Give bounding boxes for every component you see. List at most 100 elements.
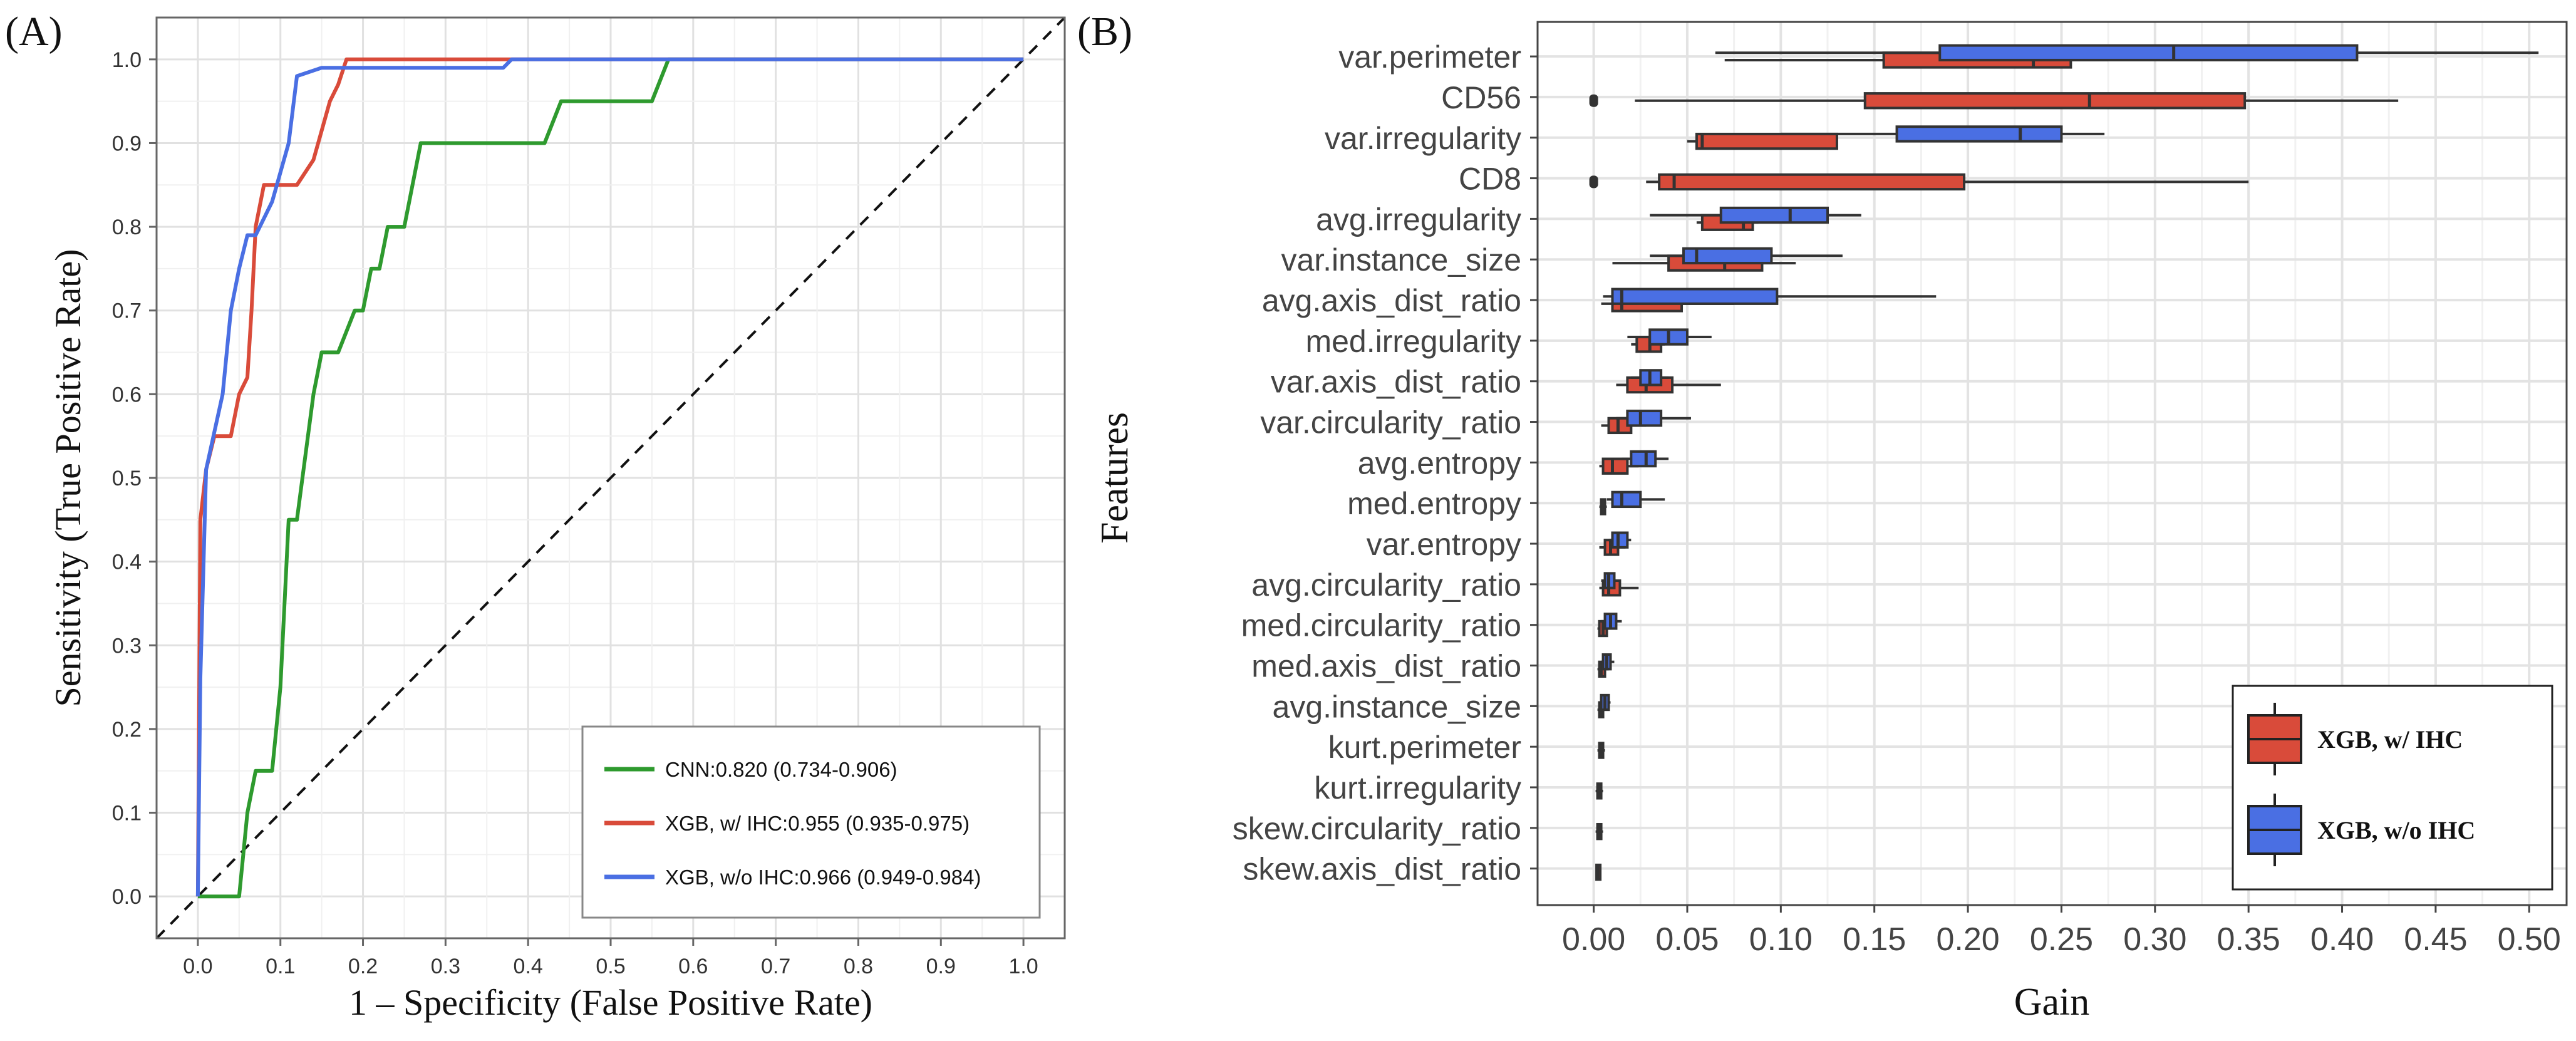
gain-box-without-ihc <box>1622 450 1669 468</box>
gain-box-iqr <box>1695 132 1838 150</box>
gain-x-tick-label: 0.50 <box>2498 921 2561 958</box>
gain-box-with-ihc <box>1595 782 1603 800</box>
gain-panel: (B) 0.00 0.05 0.10 0.15 0.20 0.25 0.30 0.35 0.40… <box>1077 9 2568 1023</box>
roc-x-tick-label: 0.3 <box>431 955 460 978</box>
gain-box-without-ihc <box>1601 613 1622 630</box>
gain-feature-label: med.irregularity <box>1305 324 1521 359</box>
roc-curve-2 <box>195 57 1024 897</box>
gain-box-without-ihc <box>1616 410 1691 427</box>
gain-box-iqr <box>1601 457 1629 475</box>
panel-label-a: (A) <box>5 9 63 54</box>
gain-box-without-ihc <box>1631 369 1669 386</box>
gain-feature-label: CD56 <box>1441 80 1521 115</box>
gain-feature-label: var.perimeter <box>1338 39 1521 75</box>
gain-box-with-ihc <box>1589 92 2399 110</box>
roc-y-tick-label: 0.7 <box>112 299 142 323</box>
gain-box-iqr <box>1863 92 2247 110</box>
gain-box-iqr <box>1611 287 1779 305</box>
gain-box-iqr <box>1611 531 1629 549</box>
gain-box-with-ihc <box>1599 498 1607 515</box>
roc-legend-label-0: CNN:0.820 (0.734-0.906) <box>665 758 897 781</box>
gain-box-iqr <box>1719 206 1829 224</box>
roc-x-tick-label: 0.6 <box>678 955 708 978</box>
gain-box-iqr <box>1626 410 1663 427</box>
gain-x-tick-label: 0.00 <box>1562 921 1625 958</box>
roc-y-axis-label: Sensitivity (True Positive Rate) <box>48 249 88 707</box>
gain-box-without-ihc <box>1599 693 1611 712</box>
gain-x-tick-label: 0.30 <box>2123 921 2186 958</box>
gain-x-tick-label: 0.15 <box>1843 921 1906 958</box>
panel-label-b: (B) <box>1077 9 1132 54</box>
gain-feature-label: kurt.irregularity <box>1314 770 1521 805</box>
gain-box-iqr <box>1682 247 1773 265</box>
roc-x-tick-label: 0.2 <box>348 955 378 978</box>
gain-x-tick-label: 0.05 <box>1655 921 1719 958</box>
gain-box-iqr <box>1630 450 1657 468</box>
gain-feature-label: avg.instance_size <box>1273 689 1521 724</box>
roc-y-tick-label: 0.5 <box>112 467 142 490</box>
gain-feature-label: avg.axis_dist_ratio <box>1262 283 1521 318</box>
gain-x-tick-label: 0.10 <box>1749 921 1813 958</box>
gain-box-iqr <box>1658 173 1966 191</box>
gain-x-tick-label: 0.35 <box>2217 921 2280 958</box>
gain-feature-label: var.irregularity <box>1325 121 1521 156</box>
gain-box-without-ihc <box>1715 44 2539 61</box>
roc-x-tick-label: 0.7 <box>761 955 790 978</box>
gain-feature-label: skew.circularity_ratio <box>1233 811 1521 846</box>
gain-feature-label: skew.axis_dist_ratio <box>1243 852 1521 887</box>
roc-y-tick-label: 0.9 <box>112 132 142 155</box>
gain-x-axis-label: Gain <box>2014 981 2090 1023</box>
gain-feature-label: med.entropy <box>1347 486 1521 521</box>
gain-box-without-ihc <box>1608 531 1632 549</box>
gain-box-without-ihc <box>1601 572 1616 589</box>
roc-panel: (A) 0.0 0.1 0.2 0.3 0.4 0.5 0.6 0.7 0.8 0.9 1.0 0.… <box>5 9 1066 1023</box>
gain-feature-label: med.axis_dist_ratio <box>1251 649 1521 684</box>
gain-box-without-ihc <box>1650 247 1843 265</box>
gain-legend-label-0: XGB, w/ IHC <box>2317 725 2463 754</box>
roc-x-tick-label: 0.1 <box>266 955 295 978</box>
gain-box-with-ihc <box>1589 173 2249 191</box>
roc-y-tick-label: 1.0 <box>112 48 142 72</box>
gain-legend-label-1: XGB, w/o IHC <box>2317 816 2475 844</box>
roc-y-tick-label: 0.0 <box>112 885 142 909</box>
roc-y-tick-label: 0.4 <box>112 551 142 574</box>
gain-y-axis-label: Features <box>1094 412 1136 544</box>
roc-x-tick-label: 1.0 <box>1008 955 1038 978</box>
gain-box-iqr <box>1938 44 2359 61</box>
roc-legend-label-2: XGB, w/o IHC:0.966 (0.949-0.984) <box>665 866 981 889</box>
gain-x-tick-label: 0.20 <box>1936 921 1999 958</box>
roc-x-tick-label: 0.9 <box>926 955 956 978</box>
gain-feature-label: kurt.perimeter <box>1328 730 1521 765</box>
gain-box-without-ihc <box>1601 653 1615 671</box>
gain-plot-border <box>1536 21 2568 906</box>
roc-y-tick-label: 0.8 <box>112 215 142 239</box>
roc-x-tick-label: 0.0 <box>183 955 212 978</box>
gain-feature-labels: var.perimeter CD56 var.irregularity CD8 avg.… <box>1233 39 1538 887</box>
gain-box-without-ihc <box>1603 287 1937 305</box>
roc-curves <box>195 57 1024 899</box>
gain-box-without-ihc <box>1627 328 1712 346</box>
roc-legend-box <box>581 725 1041 919</box>
gain-outlier-point <box>1589 94 1598 107</box>
roc-y-tick-label: 0.2 <box>112 718 142 742</box>
gain-box-with-ihc <box>1595 822 1603 841</box>
gain-box-with-ihc <box>1597 742 1605 759</box>
gain-box-without-ihc <box>1606 490 1665 509</box>
roc-legend: CNN:0.820 (0.734-0.906) XGB, w/ IHC:0.955… <box>581 725 1041 919</box>
gain-box-with-ihc <box>1687 132 1838 150</box>
gain-box-without-ihc <box>1781 125 2105 143</box>
roc-x-ticks: 0.0 0.1 0.2 0.3 0.4 0.5 0.6 0.7 0.8 0.9 1.0 <box>183 938 1038 978</box>
gain-feature-label: avg.entropy <box>1358 445 1521 480</box>
gain-legend: XGB, w/ IHC XGB, w/o IHC <box>2232 685 2553 891</box>
gain-feature-label: var.instance_size <box>1281 242 1521 277</box>
gain-x-tick-label: 0.40 <box>2310 921 2374 958</box>
gain-box-without-ihc <box>1650 206 1861 224</box>
gain-feature-label: avg.irregularity <box>1316 202 1521 237</box>
roc-y-tick-label: 0.1 <box>112 802 142 826</box>
roc-y-ticks: 0.0 0.1 0.2 0.3 0.4 0.5 0.6 0.7 0.8 0.9 1.0 <box>112 48 157 909</box>
roc-legend-label-1: XGB, w/ IHC:0.955 (0.935-0.975) <box>665 812 970 835</box>
gain-box-with-ihc <box>1599 457 1639 475</box>
gain-boxplots <box>1589 44 2539 881</box>
gain-feature-label: var.circularity_ratio <box>1260 405 1521 440</box>
